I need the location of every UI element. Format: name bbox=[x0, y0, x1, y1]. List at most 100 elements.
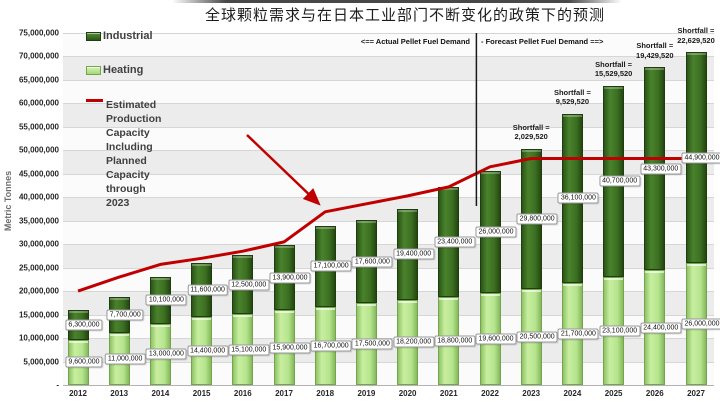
industrial-value-label: 6,300,000 bbox=[65, 319, 103, 331]
y-axis-zero-label: - bbox=[56, 380, 59, 390]
x-axis-tick-label: 2027 bbox=[687, 389, 705, 398]
x-axis-tick-label: 2020 bbox=[398, 389, 417, 398]
x-axis-line bbox=[63, 385, 714, 386]
y-axis-tick-label: 35,000,000 bbox=[18, 216, 59, 226]
heating-swatch-icon bbox=[86, 65, 101, 75]
x-axis-tick-label: 2022 bbox=[481, 389, 499, 398]
gridline bbox=[63, 79, 714, 81]
legend-item-capacity: Estimated Production Capacity Including … bbox=[86, 98, 161, 210]
x-axis-tick-label: 2017 bbox=[275, 389, 293, 398]
y-axis-tick-label: 20,000,000 bbox=[18, 286, 59, 296]
shortfall-label: Shortfall = 22,629,520 bbox=[677, 26, 715, 45]
gridline bbox=[63, 56, 714, 58]
shortfall-label: Shortfall = 9,529,520 bbox=[554, 88, 591, 107]
heating-value-label: 9,600,000 bbox=[65, 356, 103, 368]
industrial-value-label: 10,100,000 bbox=[145, 294, 187, 306]
x-axis-tick-label: 2016 bbox=[233, 389, 252, 398]
shortfall-label: Shortfall = 19,429,520 bbox=[636, 41, 674, 60]
y-axis-tick-label: 5,000,000 bbox=[23, 357, 59, 367]
x-axis-tick-label: 2014 bbox=[151, 389, 170, 398]
gridline bbox=[63, 126, 714, 128]
y-axis-tick-label: 15,000,000 bbox=[18, 310, 59, 320]
shortfall-value: 22,629,520 bbox=[677, 35, 715, 45]
shortfall-prefix: Shortfall = bbox=[636, 41, 674, 51]
industrial-value-label: 40,700,000 bbox=[599, 175, 641, 187]
shortfall-value: 9,529,520 bbox=[555, 97, 590, 107]
legend-item-industrial: Industrial bbox=[86, 30, 153, 42]
legend-industrial-label: Industrial bbox=[103, 30, 153, 42]
x-axis-tick-label: 2015 bbox=[192, 389, 211, 398]
industrial-value-label: 17,100,000 bbox=[310, 260, 352, 272]
y-axis-tick-label: 55,000,000 bbox=[18, 122, 59, 132]
plot-band bbox=[63, 79, 714, 104]
heating-value-label: 18,800,000 bbox=[434, 335, 476, 347]
industrial-value-label: 36,100,000 bbox=[557, 192, 599, 204]
y-axis-tick-label: 70,000,000 bbox=[18, 51, 59, 61]
plot-band bbox=[63, 33, 714, 57]
capacity-line-swatch-icon bbox=[86, 99, 103, 102]
shortfall-prefix: Shortfall = bbox=[677, 26, 715, 36]
shortfall-prefix: Shortfall = bbox=[512, 122, 550, 132]
y-axis-tick-label: 30,000,000 bbox=[18, 239, 59, 249]
shortfall-label: Shortfall = 2,029,520 bbox=[513, 123, 550, 142]
heating-value-label: 19,600,000 bbox=[475, 333, 517, 345]
x-axis-tick-label: 2023 bbox=[522, 389, 541, 398]
industrial-swatch-icon bbox=[86, 31, 101, 41]
industrial-value-label: 23,400,000 bbox=[434, 236, 476, 248]
heating-value-label: 20,500,000 bbox=[516, 331, 558, 343]
plot-band bbox=[63, 56, 714, 80]
y-axis-tick-label: 75,000,000 bbox=[18, 28, 59, 38]
heating-value-label: 15,900,000 bbox=[269, 342, 311, 354]
heating-value-label: 14,400,000 bbox=[187, 345, 229, 357]
heating-value-label: 24,400,000 bbox=[640, 322, 682, 334]
industrial-value-label: 19,400,000 bbox=[393, 248, 435, 260]
x-axis-tick-label: 2012 bbox=[69, 389, 87, 398]
gridline bbox=[63, 150, 714, 152]
shortfall-prefix: Shortfall = bbox=[595, 59, 633, 69]
legend-capacity-label: Estimated Production Capacity Including … bbox=[106, 98, 161, 210]
industrial-value-label: 7,700,000 bbox=[106, 309, 144, 321]
shortfall-value: 19,429,520 bbox=[636, 50, 674, 60]
industrial-value-label: 26,000,000 bbox=[475, 226, 517, 238]
x-axis-tick-label: 2019 bbox=[357, 389, 376, 398]
heating-value-label: 17,500,000 bbox=[351, 338, 393, 350]
plot-band bbox=[63, 126, 714, 151]
forecast-demand-annotation: - Forecast Pellet Fuel Demand ==> bbox=[481, 37, 604, 46]
x-axis-tick-label: 2021 bbox=[439, 389, 458, 398]
y-axis-tick-label: 65,000,000 bbox=[18, 75, 59, 85]
heating-value-label: 16,700,000 bbox=[310, 340, 352, 352]
y-axis-tick-label: 25,000,000 bbox=[18, 263, 59, 273]
industrial-value-label: 17,600,000 bbox=[351, 256, 393, 268]
plot-band bbox=[63, 291, 714, 315]
chart-title: 全球颗粒需求与在日本工业部门不断变化的政策下的预测 bbox=[204, 8, 605, 24]
shortfall-prefix: Shortfall = bbox=[553, 87, 591, 97]
y-axis-tick-label: 40,000,000 bbox=[18, 192, 59, 202]
shortfall-value: 2,029,520 bbox=[514, 132, 548, 142]
heating-value-label: 21,700,000 bbox=[557, 328, 599, 340]
gridline bbox=[63, 314, 714, 316]
plot-band bbox=[63, 103, 714, 127]
y-axis-tick-label: 60,000,000 bbox=[18, 98, 59, 108]
shortfall-label: Shortfall = 15,529,520 bbox=[595, 60, 633, 79]
industrial-value-label: 44,900,000 bbox=[681, 152, 720, 164]
plot-band bbox=[63, 361, 714, 385]
industrial-value-label: 13,900,000 bbox=[269, 272, 311, 284]
legend-capacity-label-line2: Capacity through 2023 bbox=[106, 169, 150, 209]
y-axis-tick-label: 45,000,000 bbox=[18, 169, 59, 179]
heating-value-label: 11,000,000 bbox=[104, 353, 146, 365]
industrial-value-label: 12,500,000 bbox=[228, 279, 270, 291]
x-axis-tick-label: 2025 bbox=[604, 389, 623, 398]
heating-value-label: 23,100,000 bbox=[599, 325, 641, 337]
legend-capacity-label-line1: Estimated Production Capacity Including … bbox=[106, 99, 162, 167]
gridline bbox=[63, 361, 714, 363]
x-axis-tick-label: 2018 bbox=[316, 389, 335, 398]
heating-value-label: 15,100,000 bbox=[228, 344, 270, 356]
heating-value-label: 18,200,000 bbox=[393, 336, 435, 348]
shortfall-value: 15,529,520 bbox=[594, 69, 633, 79]
heating-value-label: 26,000,000 bbox=[681, 318, 720, 330]
industrial-value-label: 11,600,000 bbox=[187, 284, 228, 296]
heating-value-label: 13,000,000 bbox=[145, 348, 187, 360]
legend-item-heating: Heating bbox=[86, 64, 143, 76]
x-axis-tick-label: 2026 bbox=[645, 389, 664, 398]
